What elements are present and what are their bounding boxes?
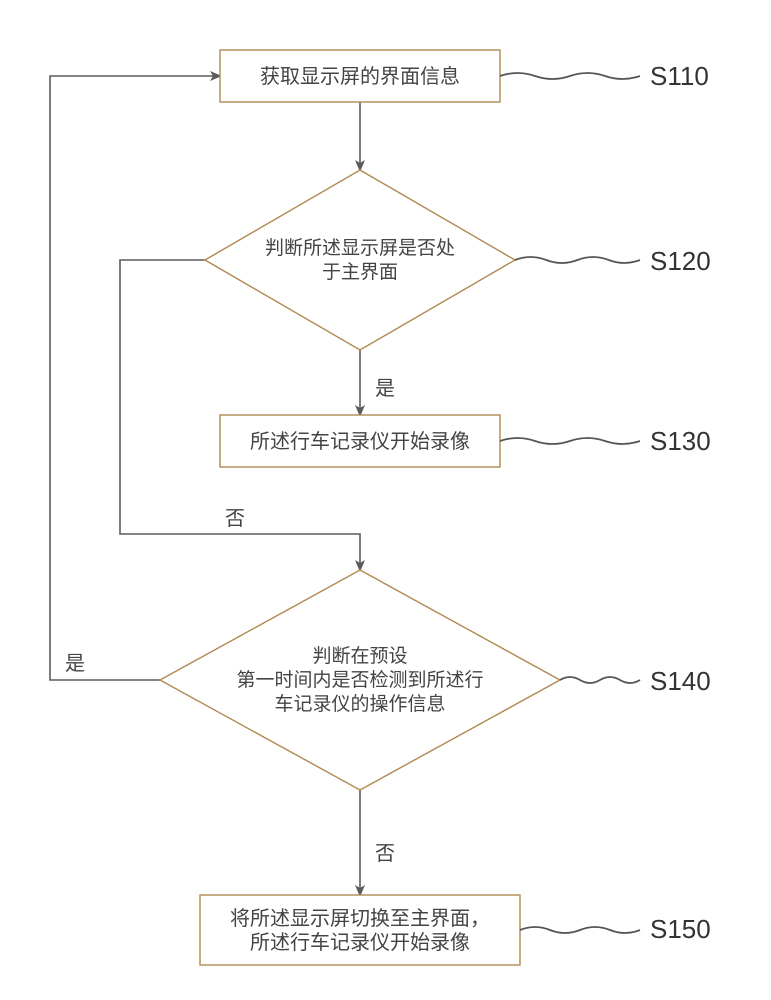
step-label-s130: S130: [650, 426, 711, 456]
node-text-s140-1: 第一时间内是否检测到所述行: [236, 669, 483, 691]
edge-e5: [50, 76, 220, 680]
edge-label-e3: 否: [225, 508, 245, 530]
step-label-s140: S140: [650, 666, 711, 696]
node-text-s130-0: 所述行车记录仪开始录像: [250, 430, 470, 453]
squiggle-s140: [560, 677, 640, 683]
node-text-s140-0: 判断在预设: [312, 645, 407, 667]
node-s140: 判断在预设第一时间内是否检测到所述行车记录仪的操作信息: [160, 570, 560, 790]
squiggle-s120: [515, 257, 640, 263]
squiggle-s150: [520, 927, 640, 933]
node-s110: 获取显示屏的界面信息: [220, 50, 500, 102]
squiggle-s130: [500, 438, 640, 444]
step-label-s120: S120: [650, 246, 711, 276]
step-label-s150: S150: [650, 914, 711, 944]
squiggle-s110: [500, 73, 640, 79]
node-s120: 判断所述显示屏是否处于主界面: [205, 170, 515, 350]
node-s130: 所述行车记录仪开始录像: [220, 415, 500, 467]
node-text-s120-1: 于主界面: [322, 261, 398, 283]
node-text-s110-0: 获取显示屏的界面信息: [260, 65, 460, 88]
node-text-s150-0: 将所述显示屏切换至主界面，: [230, 907, 490, 930]
edge-label-e5: 是: [65, 653, 85, 675]
edge-label-e2: 是: [375, 378, 395, 400]
node-text-s140-2: 车记录仪的操作信息: [274, 693, 445, 715]
node-text-s150-1: 所述行车记录仪开始录像: [250, 931, 470, 954]
edge-label-e4: 否: [375, 843, 395, 865]
node-text-s120-0: 判断所述显示屏是否处: [265, 237, 455, 259]
node-s150: 将所述显示屏切换至主界面，所述行车记录仪开始录像: [200, 895, 520, 965]
step-label-s110: S110: [650, 61, 709, 91]
step-labels: S110 S120 S130 S140 S150: [500, 61, 711, 944]
